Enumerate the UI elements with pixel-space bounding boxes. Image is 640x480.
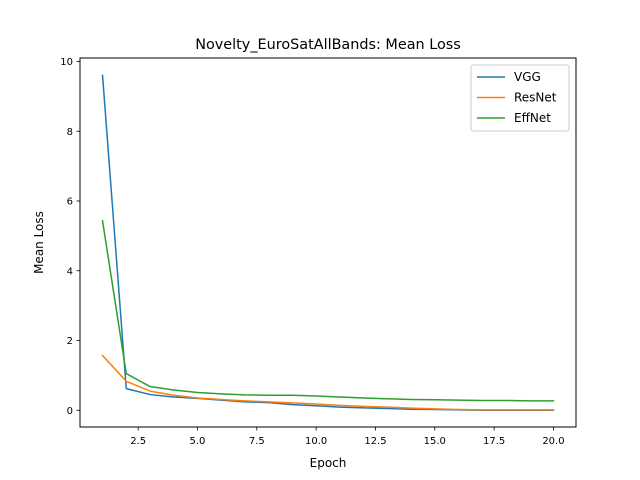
x-tick-label: 17.5 bbox=[483, 436, 505, 447]
y-axis-label: Mean Loss bbox=[32, 211, 46, 274]
y-tick-label: 8 bbox=[67, 127, 73, 138]
series-line-resnet bbox=[101, 354, 555, 411]
y-tick-label: 4 bbox=[67, 266, 73, 277]
y-tick-label: 10 bbox=[60, 57, 73, 68]
legend-box bbox=[470, 64, 570, 132]
legend-label-resnet: ResNet bbox=[514, 91, 557, 105]
x-tick-label: 10.0 bbox=[305, 436, 327, 447]
y-axis-ticks: 0 2 4 6 8 10 bbox=[60, 57, 80, 417]
x-tick-label: 2.5 bbox=[130, 436, 146, 447]
x-axis-label: Epoch bbox=[310, 456, 347, 470]
plot-lines bbox=[101, 74, 555, 412]
x-tick-label: 7.5 bbox=[249, 436, 265, 447]
series-line-effnet bbox=[101, 220, 555, 402]
x-tick-label: 5.0 bbox=[190, 436, 206, 447]
y-tick-label: 0 bbox=[67, 406, 73, 417]
x-tick-label: 12.5 bbox=[364, 436, 386, 447]
legend-label-vgg: VGG bbox=[514, 70, 541, 84]
legend-label-effnet: EffNet bbox=[514, 111, 551, 125]
y-tick-label: 6 bbox=[67, 197, 73, 208]
plot-area-frame bbox=[79, 57, 577, 428]
x-tick-label: 20.0 bbox=[542, 436, 564, 447]
y-tick-label: 2 bbox=[67, 336, 73, 347]
x-axis-ticks: 2.5 5.0 7.5 10.0 12.5 15.0 17.5 20.0 bbox=[130, 427, 565, 447]
x-tick-label: 15.0 bbox=[424, 436, 446, 447]
legend: VGG ResNet EffNet bbox=[470, 64, 570, 132]
chart-title: Novelty_EuroSatAllBands: Mean Loss bbox=[195, 37, 461, 53]
